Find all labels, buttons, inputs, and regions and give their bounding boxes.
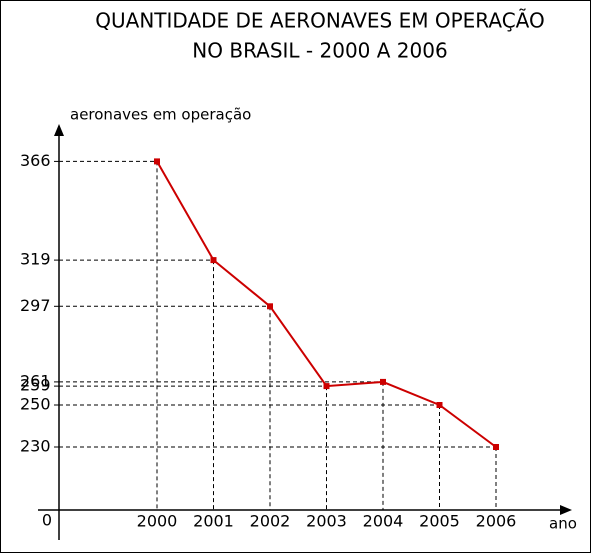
x-tick-label: 2002 — [250, 512, 291, 531]
x-axis-arrow — [560, 505, 572, 515]
data-point — [380, 378, 386, 385]
y-tick-label: 366 — [20, 151, 51, 170]
data-point — [154, 158, 160, 165]
y-tick-label: 319 — [20, 250, 51, 269]
x-axis-label: ano — [549, 515, 577, 533]
chart-title: NO BRASIL - 2000 A 2006 — [192, 39, 447, 63]
data-point — [436, 402, 443, 408]
x-tick-label: 2003 — [306, 512, 347, 531]
data-point — [267, 303, 273, 310]
x-tick-label: 2001 — [193, 512, 234, 531]
y-tick-label: 230 — [20, 437, 51, 456]
y-axis-arrow — [54, 124, 64, 136]
chart-title: QUANTIDADE DE AERONAVES EM OPERAÇÃO — [95, 9, 545, 33]
y-tick-label: 250 — [20, 395, 51, 414]
x-tick-label: 2005 — [419, 512, 460, 531]
origin-label: 0 — [42, 511, 52, 530]
data-point — [323, 383, 330, 390]
y-tick-label: 297 — [20, 296, 51, 315]
y-axis-label: aeronaves em operação — [70, 106, 251, 124]
x-tick-label: 2000 — [137, 512, 178, 531]
x-tick-label: 2004 — [363, 512, 404, 531]
y-tick-label: 259 — [20, 376, 51, 395]
data-point — [210, 257, 217, 264]
data-point — [493, 444, 499, 450]
x-tick-label: 2006 — [476, 512, 517, 531]
y-tick-label: 261 — [20, 371, 51, 390]
